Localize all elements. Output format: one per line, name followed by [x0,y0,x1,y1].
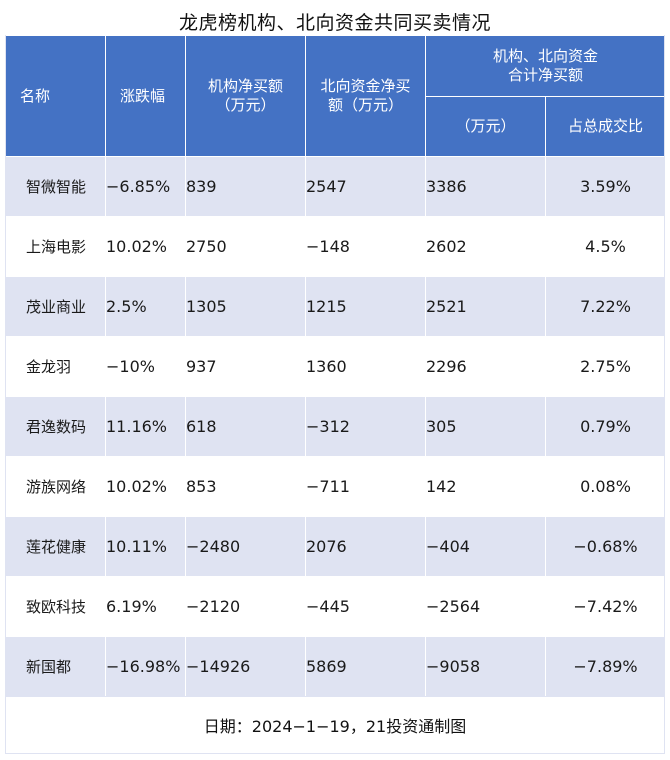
cell-change: 10.02% [105,216,186,277]
col-header-combined-line1: 机构、北向资金 [493,46,599,65]
table-title: 龙虎榜机构、北向资金共同买卖情况 [178,12,491,34]
cell-total: −404 [425,516,546,577]
cell-north: −312 [305,396,426,457]
cell-total: −2564 [425,576,546,637]
data-table: 名称 涨跌幅 机构净买额 （万元） 北向资金净买 额（万元） 机构、北向资金 合… [5,35,667,697]
cell-total: 142 [425,456,546,517]
cell-name: 金龙羽 [5,336,106,397]
cell-name: 游族网络 [5,456,106,517]
col-header-inst-line2: （万元） [215,96,276,114]
cell-inst: 1305 [185,276,306,337]
cell-inst: 2750 [185,216,306,277]
cell-north: −711 [305,456,426,517]
cell-change: −10% [105,336,186,397]
cell-change: 2.5% [105,276,186,337]
cell-name: 莲花健康 [5,516,106,577]
cell-share: −7.89% [544,636,667,697]
cell-total: 305 [425,396,546,457]
col-header-north-line1: 北向资金净买 [320,77,411,95]
cell-north: −148 [305,216,426,277]
cell-inst: 853 [185,456,306,517]
cell-change: 6.19% [105,576,186,637]
cell-share: 0.79% [544,396,667,457]
cell-total: 2296 [425,336,546,397]
cell-north: 2547 [305,156,426,217]
cell-share: 2.75% [544,336,667,397]
cell-share: −0.68% [544,516,667,577]
table-row: 金龙羽 −10% 937 1360 2296 2.75% [5,336,667,397]
cell-inst: −2120 [185,576,306,637]
col-header-north-line2: 额（万元） [327,96,403,114]
cell-name: 智微智能 [5,156,106,217]
cell-north: 1215 [305,276,426,337]
table-row: 智微智能 −6.85% 839 2547 3386 3.59% [5,156,667,217]
table-row: 致欧科技 6.19% −2120 −445 −2564 −7.42% [5,576,667,637]
cell-inst: −2480 [185,516,306,577]
cell-name: 君逸数码 [5,396,106,457]
cell-change: −6.85% [105,156,186,217]
cell-total: −9058 [425,636,546,697]
col-header-name: 名称 [5,35,106,157]
cell-share: −7.42% [544,576,667,637]
cell-name: 新国都 [5,636,106,697]
col-header-combined-line2: 合计净买额 [508,65,584,84]
col-header-north: 北向资金净买 额（万元） [305,35,426,157]
cell-north: −445 [305,576,426,637]
cell-total: 2521 [425,276,546,337]
table-row: 君逸数码 11.16% 618 −312 305 0.79% [5,396,667,457]
table-header: 名称 涨跌幅 机构净买额 （万元） 北向资金净买 额（万元） 机构、北向资金 合… [5,35,667,157]
table-row: 新国都 −16.98% −14926 5869 −9058 −7.89% [5,636,667,697]
cell-change: 11.16% [105,396,186,457]
cell-inst: 839 [185,156,306,217]
table-body: 智微智能 −6.85% 839 2547 3386 3.59% 上海电影 10.… [5,156,667,697]
table-row: 茂业商业 2.5% 1305 1215 2521 7.22% [5,276,667,337]
table-row: 莲花健康 10.11% −2480 2076 −404 −0.68% [5,516,667,577]
cell-change: 10.02% [105,456,186,517]
cell-inst: −14926 [185,636,306,697]
col-header-inst-line1: 机构净买额 [207,77,283,95]
cell-change: 10.11% [105,516,186,577]
cell-share: 3.59% [544,156,667,217]
col-header-combined: 机构、北向资金 合计净买额 [424,35,667,97]
table-row: 游族网络 10.02% 853 −711 142 0.08% [5,456,667,517]
cell-change: −16.98% [105,636,186,697]
cell-share: 0.08% [544,456,667,517]
cell-name: 致欧科技 [5,576,106,637]
cell-inst: 618 [185,396,306,457]
cell-north: 2076 [305,516,426,577]
table-row: 上海电影 10.02% 2750 −148 2602 4.5% [5,216,667,277]
cell-share: 4.5% [544,216,667,277]
footer-caption: 日期：2024−1−19，21投资通制图 [5,696,665,754]
col-header-combined-amount: （万元） [425,95,546,157]
right-border [664,35,665,754]
cell-total: 3386 [425,156,546,217]
cell-name: 茂业商业 [5,276,106,337]
cell-north: 1360 [305,336,426,397]
cell-share: 7.22% [544,276,667,337]
col-header-combined-share: 占总成交比 [544,95,667,157]
col-header-inst: 机构净买额 （万元） [185,35,306,157]
col-header-change: 涨跌幅 [105,35,186,157]
cell-north: 5869 [305,636,426,697]
cell-inst: 937 [185,336,306,397]
left-border [5,35,6,754]
cell-total: 2602 [425,216,546,277]
cell-name: 上海电影 [5,216,106,277]
